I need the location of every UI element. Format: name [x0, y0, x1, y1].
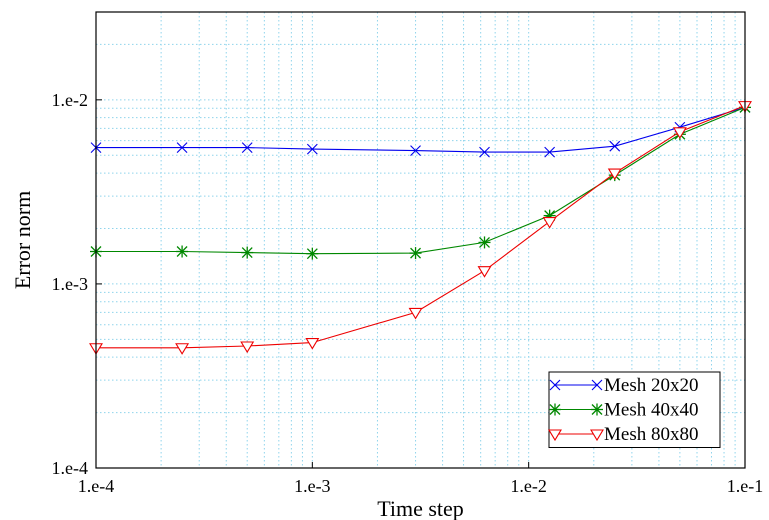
series-layer — [89, 101, 752, 355]
x-tick-label: 1.e-4 — [78, 476, 114, 496]
legend-label: Mesh 20x20 — [604, 375, 698, 396]
data-point — [409, 247, 422, 260]
legend-marker — [591, 379, 603, 391]
legend-item: Mesh 80x80 — [548, 424, 698, 445]
data-point — [607, 168, 622, 181]
data-point — [609, 140, 621, 152]
data-point — [544, 146, 556, 158]
axis-ticks: 1.e-4 1.e-3 1.e-2 1.e-1 1.e-4 1.e-3 1.e-2 — [52, 90, 764, 496]
series-line — [96, 106, 746, 153]
data-point — [306, 247, 319, 260]
y-tick-label: 1.e-3 — [52, 274, 88, 294]
data-point — [542, 217, 557, 229]
legend-label: Mesh 40x40 — [604, 400, 698, 421]
x-tick-label: 1.e-3 — [294, 476, 330, 496]
data-point — [175, 343, 190, 355]
y-tick-label: 1.e-4 — [52, 458, 88, 478]
y-axis-label: Error norm — [10, 191, 35, 289]
legend-label: Mesh 80x80 — [604, 424, 698, 445]
data-point — [241, 142, 253, 154]
legend-marker — [549, 379, 561, 391]
x-tick-label: 1.e-2 — [510, 476, 546, 496]
series-line — [96, 106, 746, 255]
legend-item: Mesh 20x20 — [549, 375, 698, 396]
data-point — [305, 338, 320, 350]
plot-frame — [95, 11, 746, 469]
data-point — [477, 266, 492, 278]
legend: Mesh 20x20 Mesh 40x40 Mesh 80x80 — [548, 371, 721, 448]
legend-marker — [548, 429, 562, 442]
data-point — [478, 236, 491, 249]
data-point — [672, 127, 687, 139]
x-axis-label: Time step — [377, 496, 464, 520]
x-tick-label: 1.e-1 — [727, 476, 763, 496]
data-point — [479, 146, 490, 158]
legend-item: Mesh 40x40 — [549, 400, 698, 421]
legend-marker — [591, 403, 603, 416]
data-point — [176, 142, 188, 154]
y-tick-label: 1.e-2 — [52, 90, 88, 110]
data-point — [410, 145, 421, 156]
data-point — [306, 143, 318, 155]
series-3 — [89, 101, 752, 355]
legend-marker — [590, 429, 604, 442]
series-2 — [90, 101, 751, 260]
series-line — [96, 105, 746, 349]
series-1 — [90, 101, 751, 158]
legend-marker — [549, 403, 561, 416]
data-point — [240, 341, 255, 354]
data-point — [241, 246, 254, 259]
data-point — [408, 307, 423, 320]
data-point — [176, 245, 189, 258]
